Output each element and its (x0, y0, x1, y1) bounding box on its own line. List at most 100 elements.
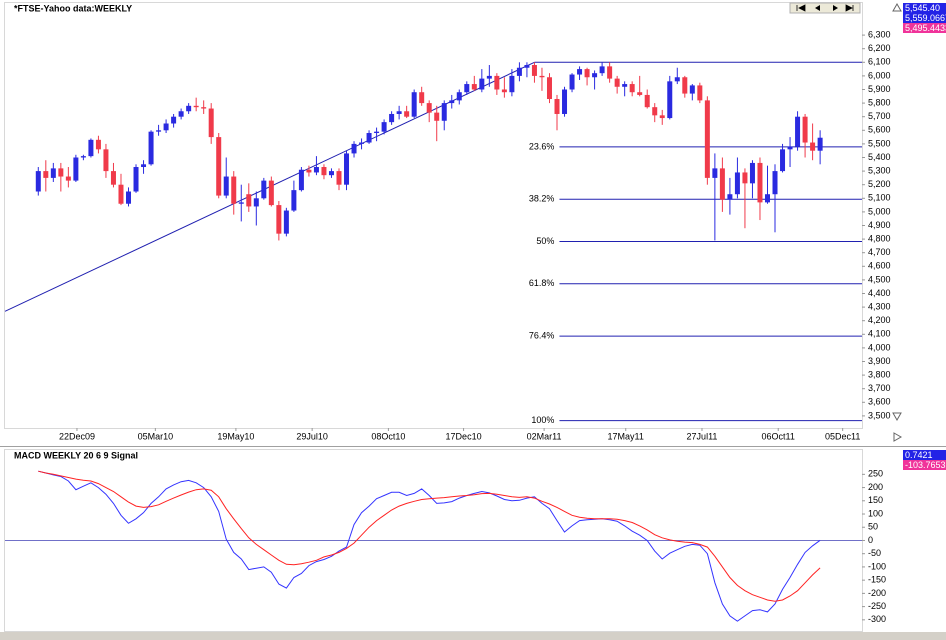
macd-y-tick-label: -300 (868, 614, 886, 624)
chart-title: *FTSE-Yahoo data:WEEKLY (14, 3, 132, 13)
navigation (789, 2, 861, 14)
y-tick-label: 5,500 (868, 138, 891, 148)
candle-body (592, 73, 598, 78)
price-frame (4, 2, 863, 429)
candle-body (298, 169, 304, 191)
nav-prev[interactable] (815, 5, 820, 11)
readout-box (903, 23, 946, 33)
candle-body (306, 169, 312, 173)
readout-label: -103.7653 (905, 460, 946, 470)
candle-body (772, 171, 778, 195)
candle-body (156, 130, 162, 132)
candle-body (231, 176, 237, 204)
x-tick-label: 17Dec10 (446, 431, 482, 441)
candle-body (43, 171, 49, 178)
scroll-down[interactable] (892, 412, 902, 422)
y-tick-label: 3,600 (868, 397, 891, 407)
candle-body (148, 131, 154, 165)
scroll-up[interactable] (892, 2, 902, 12)
candle-body (351, 143, 357, 154)
candle-body (704, 100, 710, 178)
candle-body (682, 77, 688, 94)
x-tick-label: 17May11 (608, 431, 644, 441)
candle-body (689, 85, 695, 94)
candle-body (336, 171, 342, 185)
candle-body (103, 149, 109, 172)
candle-body (516, 67, 522, 76)
y-tick-label: 3,700 (868, 383, 891, 393)
y-tick-label: 6,000 (868, 70, 891, 80)
y-tick-label: 6,300 (868, 29, 891, 39)
fib-label: 38.2% (529, 194, 555, 204)
y-tick-label: 5,900 (868, 84, 891, 94)
y-tick-label: 5,800 (868, 97, 891, 107)
candle-body (186, 105, 192, 112)
candle-body (629, 84, 635, 93)
macd-y-tick-label: 0 (868, 535, 873, 545)
nav-next[interactable] (833, 5, 838, 11)
candle-body (223, 176, 229, 196)
candle-body (637, 92, 643, 95)
candle-body (141, 164, 147, 168)
candle-body (73, 157, 79, 181)
candle-body (118, 184, 124, 204)
y-tick-label: 4,200 (868, 315, 891, 325)
nav-first[interactable] (796, 4, 806, 12)
candle-body (742, 172, 748, 184)
candle-body (328, 171, 334, 176)
readout-label: 5,559.0667 (905, 13, 946, 23)
candle-body (58, 168, 64, 177)
y-tick-label: 5,400 (868, 152, 891, 162)
candle-body (434, 112, 440, 121)
candle-body (501, 89, 507, 93)
candle-body (659, 115, 665, 119)
candle-body (734, 172, 740, 195)
macd-y-tick-label: 200 (868, 482, 883, 492)
candle-body (268, 180, 274, 206)
candle-body (321, 167, 327, 176)
y-tick-label: 5,200 (868, 179, 891, 189)
candle-body (757, 162, 763, 203)
y-tick-label: 4,600 (868, 261, 891, 271)
candle-body (449, 100, 455, 104)
nav-bar (789, 2, 861, 14)
status-bar (0, 632, 946, 640)
macd-y-tick-label: 50 (868, 522, 878, 532)
y-tick-label: 4,100 (868, 329, 891, 339)
y-tick-label: 3,800 (868, 369, 891, 379)
y-tick-label: 5,700 (868, 111, 891, 121)
candle-body (674, 77, 680, 82)
candle-body (795, 116, 801, 147)
readout-label: 5,545.40 (905, 3, 940, 13)
candle-body (546, 77, 552, 100)
candle-body (396, 111, 402, 114)
nav-last[interactable] (845, 4, 854, 12)
candle-body (201, 107, 207, 109)
y-tick-label: 6,200 (868, 43, 891, 53)
y-tick-label: 3,500 (868, 410, 891, 420)
candle-body (712, 168, 718, 178)
candle-body (531, 65, 537, 76)
x-tick-label: 05Mar10 (138, 431, 174, 441)
candle-body (65, 176, 71, 181)
candle-body (381, 122, 387, 132)
y-tick-label: 3,900 (868, 356, 891, 366)
macd-y-tick-label: -200 (868, 588, 886, 598)
candle-body (802, 116, 808, 143)
candle-body (817, 137, 823, 151)
candle-body (374, 131, 380, 134)
candle-body (652, 107, 658, 116)
macd-y-tick-label: -150 (868, 575, 886, 585)
candle-body (261, 180, 267, 199)
candle-body (80, 156, 86, 158)
x-tick-label: 19May10 (217, 431, 254, 441)
x-tick-label: 02Mar11 (527, 431, 562, 441)
y-tick-label: 5,300 (868, 165, 891, 175)
candle-body (126, 191, 132, 204)
candle-body (667, 81, 673, 119)
candle-body (35, 171, 41, 192)
scroll-right[interactable] (893, 432, 903, 442)
